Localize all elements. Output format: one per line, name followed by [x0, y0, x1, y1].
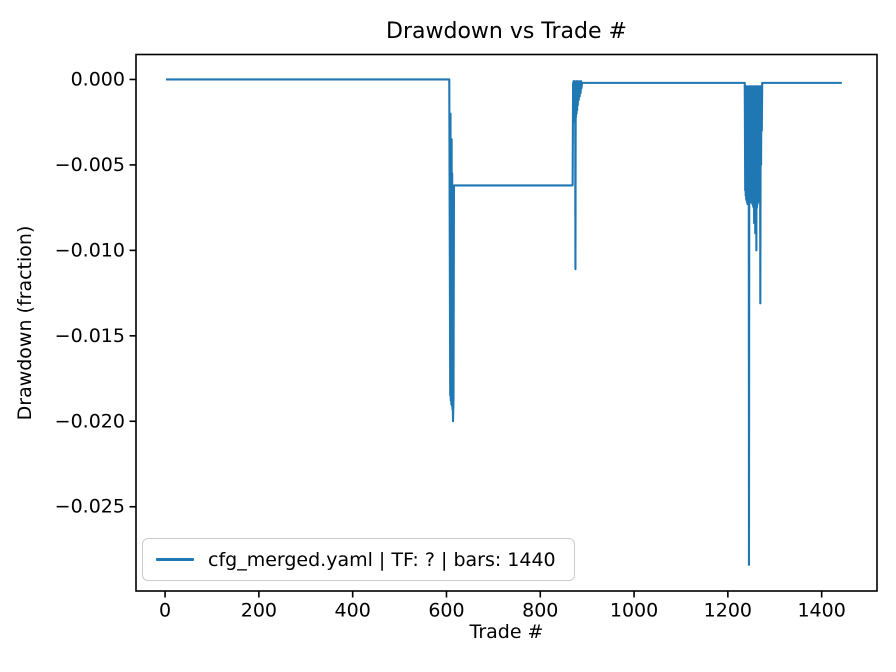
x-tick-label: 1400 [797, 600, 845, 622]
y-tick-label: −0.005 [55, 154, 125, 176]
x-axis-label: Trade # [469, 621, 544, 643]
x-tick-label: 0 [159, 600, 171, 622]
y-tick-label: −0.015 [55, 325, 125, 347]
y-tick-label: −0.010 [55, 239, 125, 261]
y-tick-label: −0.025 [55, 496, 125, 518]
y-tick-label: −0.020 [55, 410, 125, 432]
x-tick-label: 400 [335, 600, 371, 622]
chart-title: Drawdown vs Trade # [386, 19, 627, 44]
legend-label: cfg_merged.yaml | TF: ? | bars: 1440 [208, 548, 556, 571]
x-tick-label: 600 [428, 600, 464, 622]
y-axis-label: Drawdown (fraction) [14, 225, 36, 421]
x-tick-label: 1200 [704, 600, 752, 622]
y-tick-label: 0.000 [71, 68, 125, 90]
x-tick-label: 800 [522, 600, 558, 622]
drawdown-line [166, 78, 842, 566]
x-tick-label: 200 [241, 600, 277, 622]
plot-border [135, 53, 878, 592]
x-tick-label: 1000 [610, 600, 658, 622]
legend: cfg_merged.yaml | TF: ? | bars: 1440 [142, 538, 575, 581]
legend-line-sample [156, 558, 194, 561]
